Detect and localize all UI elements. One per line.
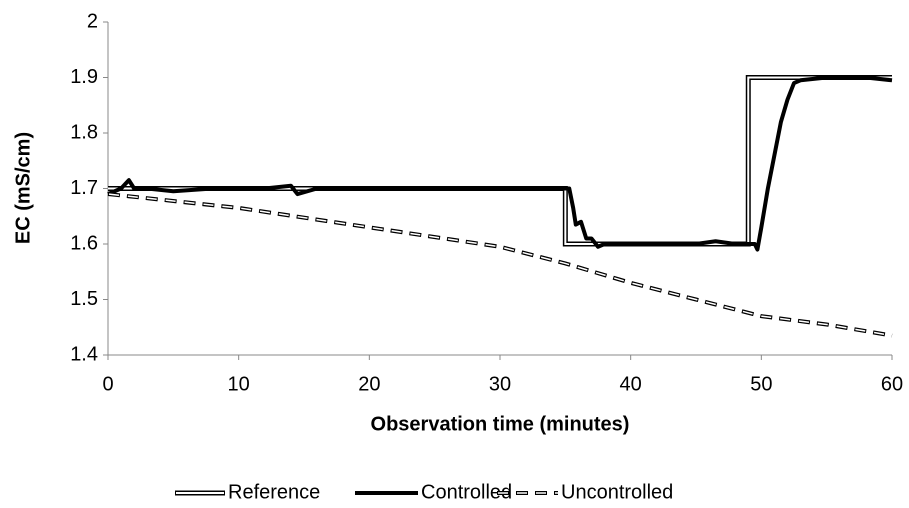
y-tick-label: 1.5	[70, 288, 98, 310]
x-tick-label: 30	[489, 373, 511, 395]
series-line	[107, 75, 893, 252]
y-axis-title: EC (mS/cm)	[12, 132, 34, 244]
series-line	[107, 192, 893, 338]
legend-label: Uncontrolled	[561, 481, 673, 503]
x-tick-label: 60	[881, 373, 903, 395]
legend-label: Controlled	[421, 481, 512, 503]
y-tick-label: 1.9	[70, 66, 98, 88]
x-tick-label: 40	[620, 373, 642, 395]
x-tick-label: 10	[228, 373, 250, 395]
x-tick-label: 20	[358, 373, 380, 395]
y-tick-label: 1.6	[70, 232, 98, 254]
series-line-core	[107, 193, 893, 337]
y-tick-label: 1.7	[70, 177, 98, 199]
legend-label: Reference	[228, 481, 320, 503]
y-tick-label: 1.4	[70, 343, 98, 365]
x-tick-label: 0	[102, 373, 113, 395]
x-tick-label: 50	[750, 373, 772, 395]
y-tick-label: 2	[87, 10, 98, 32]
x-axis-title: Observation time (minutes)	[371, 413, 630, 435]
y-tick-label: 1.8	[70, 121, 98, 143]
